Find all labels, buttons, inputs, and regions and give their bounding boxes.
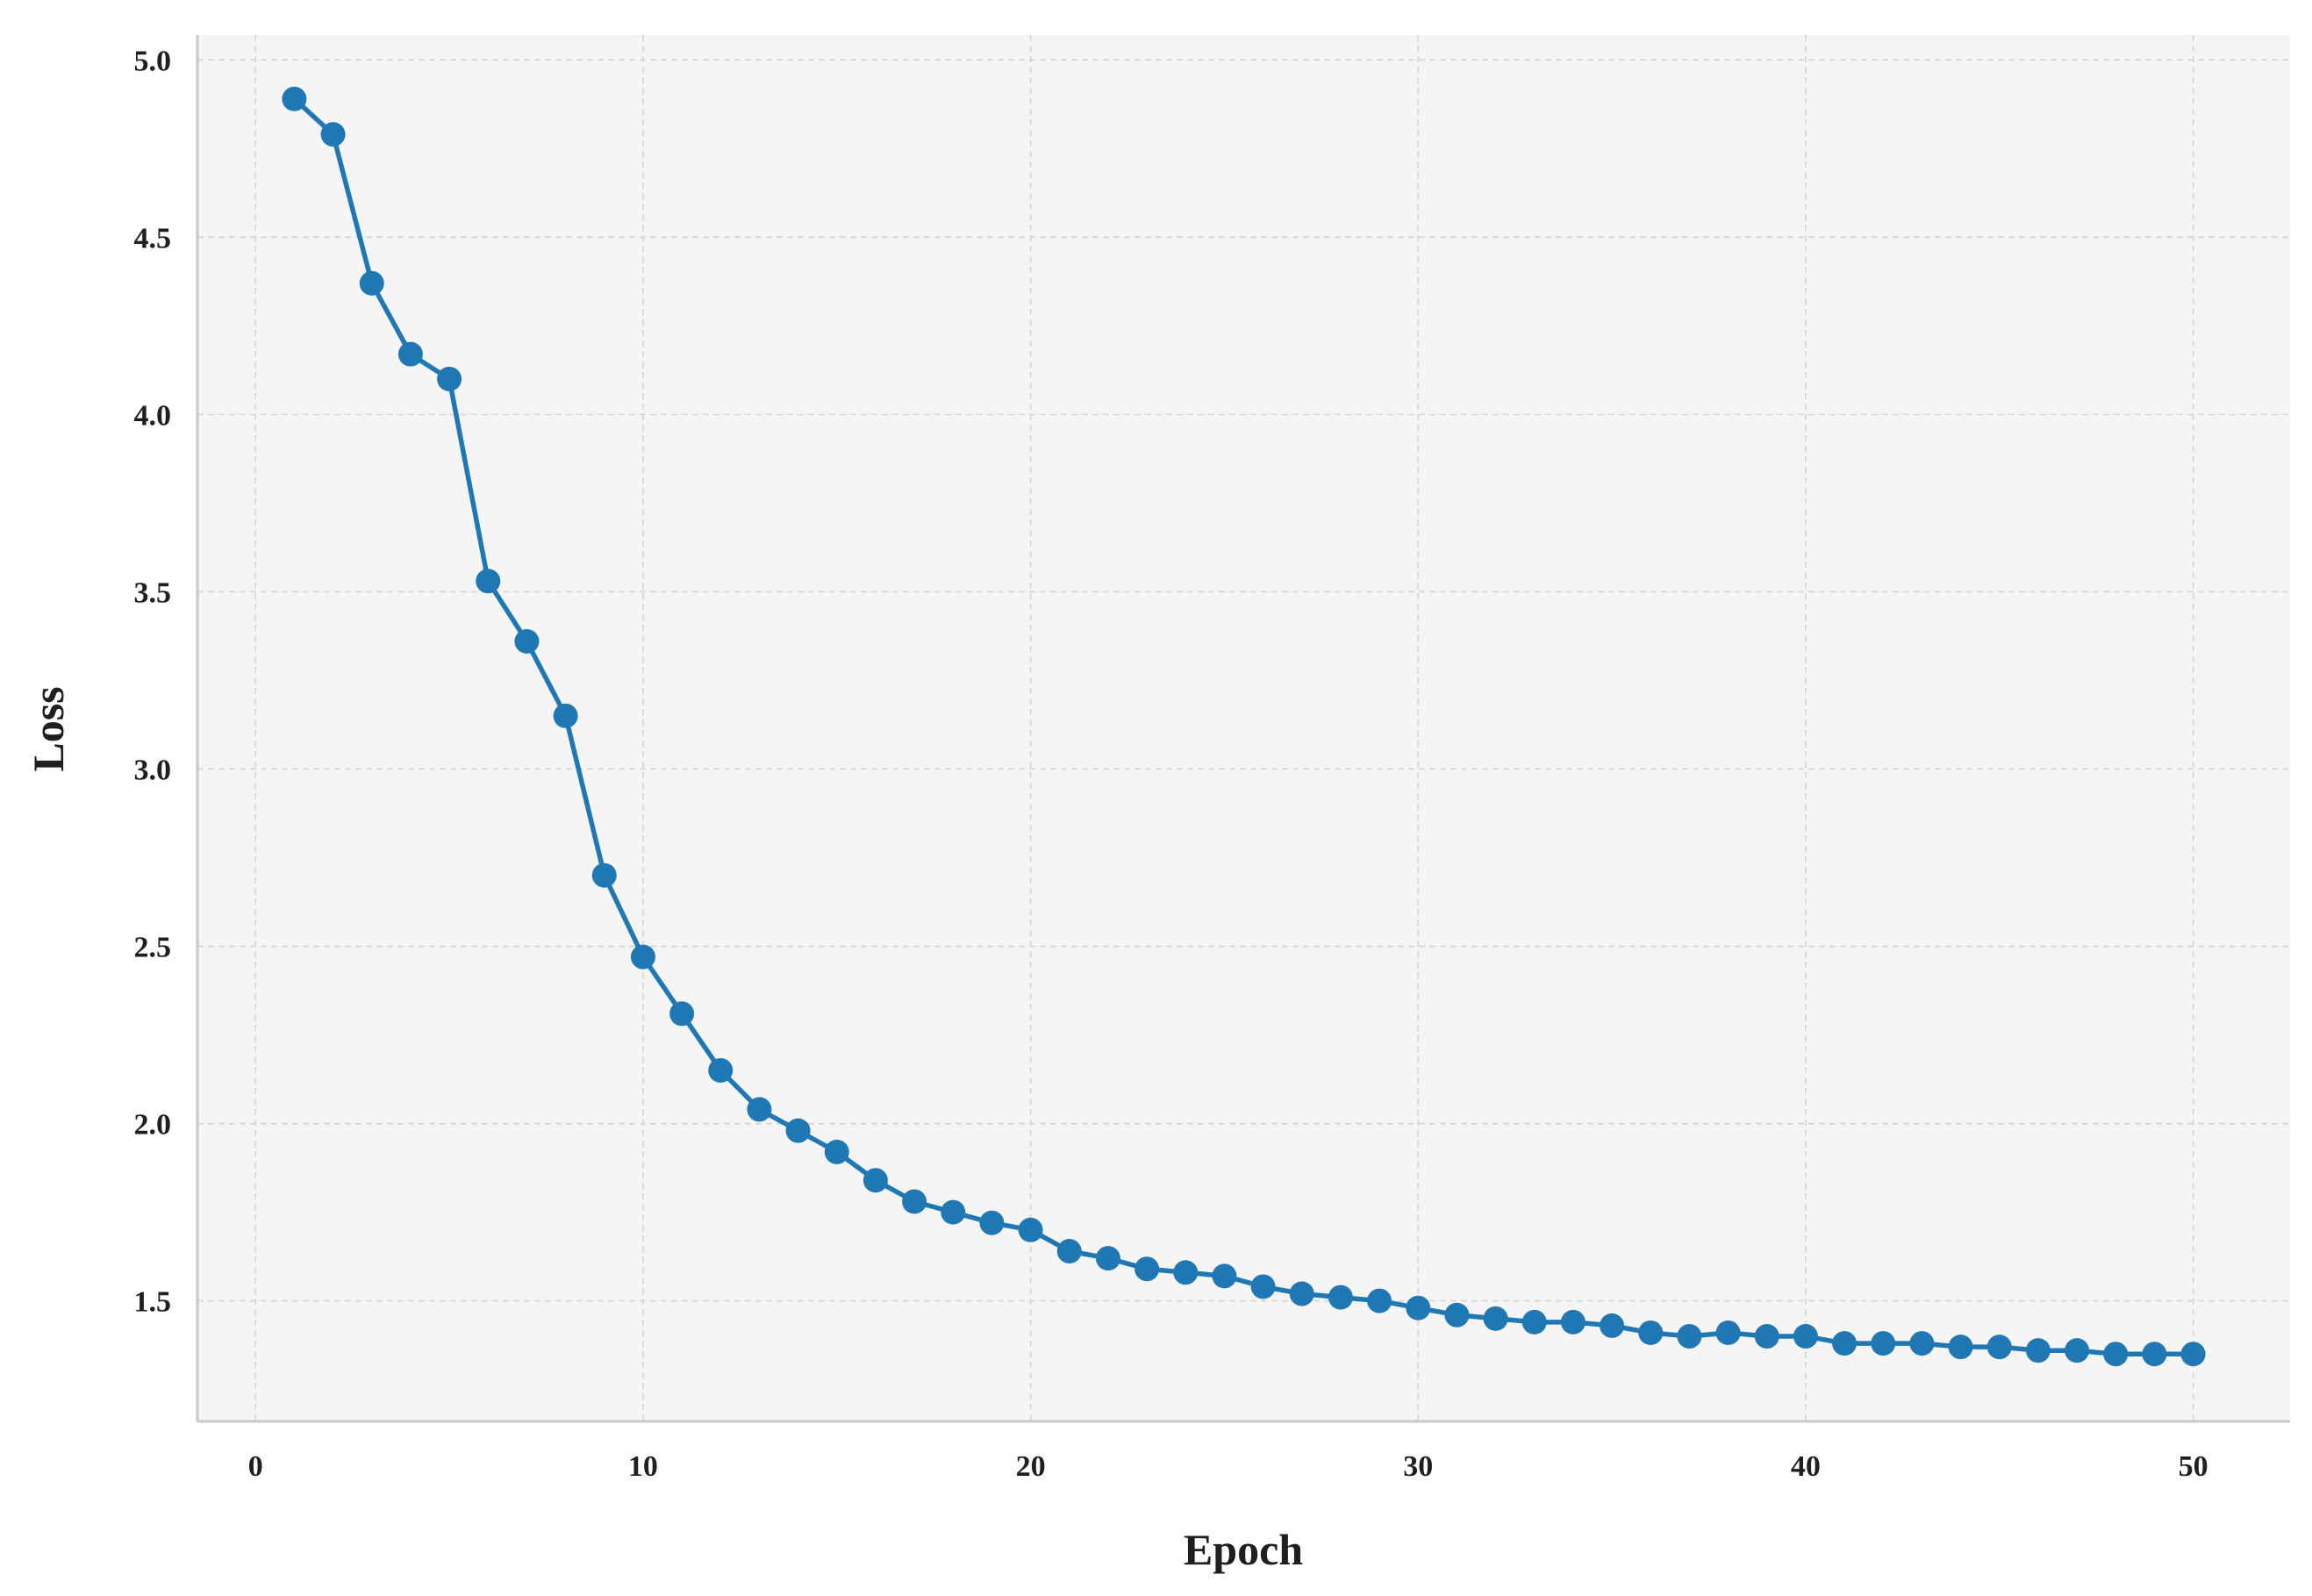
data-point — [1832, 1331, 1857, 1356]
data-point — [824, 1139, 849, 1164]
data-point — [1483, 1306, 1508, 1331]
data-point — [1986, 1335, 2012, 1360]
data-point — [1289, 1281, 1314, 1306]
data-point — [1715, 1320, 1741, 1345]
data-point — [1560, 1309, 1585, 1335]
data-point — [2142, 1342, 2167, 1367]
data-point — [1173, 1260, 1199, 1285]
data-point — [397, 341, 423, 367]
y-tick-label: 1.5 — [134, 1286, 172, 1319]
data-point — [630, 944, 655, 970]
x-tick-label: 40 — [1791, 1450, 1821, 1483]
series-loss — [282, 86, 2206, 1367]
data-point — [359, 270, 384, 296]
data-point — [2065, 1338, 2090, 1363]
data-point — [1018, 1217, 1043, 1242]
y-tick-label: 4.0 — [134, 399, 172, 432]
y-tick-label: 3.5 — [134, 576, 172, 609]
data-point — [1871, 1331, 1896, 1356]
y-tick-label: 2.5 — [134, 932, 172, 964]
data-point — [1444, 1302, 1470, 1328]
tick-labels: 0 10 20 30 40 50 1.5 2.0 2.5 3.0 3.5 4.0 4.5 5.0 — [134, 45, 2208, 1483]
data-point — [1095, 1246, 1120, 1271]
data-point — [863, 1168, 888, 1193]
y-tick-label: 4.5 — [134, 222, 172, 254]
data-point — [476, 569, 501, 594]
data-point — [902, 1189, 927, 1214]
data-point — [1406, 1295, 1431, 1320]
data-point — [1600, 1313, 1625, 1338]
data-point — [1367, 1288, 1392, 1313]
x-tick-label: 20 — [1016, 1450, 1046, 1483]
x-tick-label: 50 — [2179, 1450, 2208, 1483]
x-tick-label: 10 — [628, 1450, 658, 1483]
data-point — [1250, 1274, 1276, 1299]
data-point — [941, 1199, 966, 1225]
data-point — [514, 628, 540, 654]
data-point — [708, 1057, 734, 1083]
y-tick-label: 3.0 — [134, 754, 172, 786]
plot-background — [197, 35, 2290, 1421]
y-tick-label: 2.0 — [134, 1109, 172, 1142]
data-point — [1677, 1324, 1702, 1349]
data-point — [2025, 1338, 2051, 1363]
data-point — [1135, 1256, 1160, 1282]
data-point — [1521, 1309, 1547, 1335]
data-point — [282, 86, 307, 111]
y-tick-label: 5.0 — [134, 45, 172, 77]
data-point — [1948, 1335, 1973, 1360]
data-point — [437, 366, 462, 391]
data-point — [553, 703, 578, 728]
data-point — [1056, 1239, 1082, 1264]
data-point — [1328, 1285, 1353, 1310]
grid — [197, 35, 2290, 1421]
data-point — [2180, 1342, 2206, 1367]
data-point — [979, 1210, 1005, 1235]
data-point — [1909, 1331, 1935, 1356]
axes — [196, 35, 2290, 1423]
data-point — [669, 1001, 695, 1027]
data-point — [785, 1118, 811, 1143]
data-point — [591, 862, 617, 888]
data-point — [2103, 1342, 2129, 1367]
data-point — [747, 1097, 772, 1122]
data-point — [1212, 1263, 1237, 1289]
data-point — [1754, 1324, 1779, 1349]
data-point — [1793, 1324, 1818, 1349]
x-axis-title: Epoch — [1184, 1525, 1303, 1574]
data-point — [320, 122, 346, 147]
data-point — [1638, 1320, 1664, 1345]
x-tick-label: 0 — [248, 1450, 263, 1483]
y-axis-title: Loss — [24, 686, 73, 771]
x-tick-label: 30 — [1403, 1450, 1433, 1483]
